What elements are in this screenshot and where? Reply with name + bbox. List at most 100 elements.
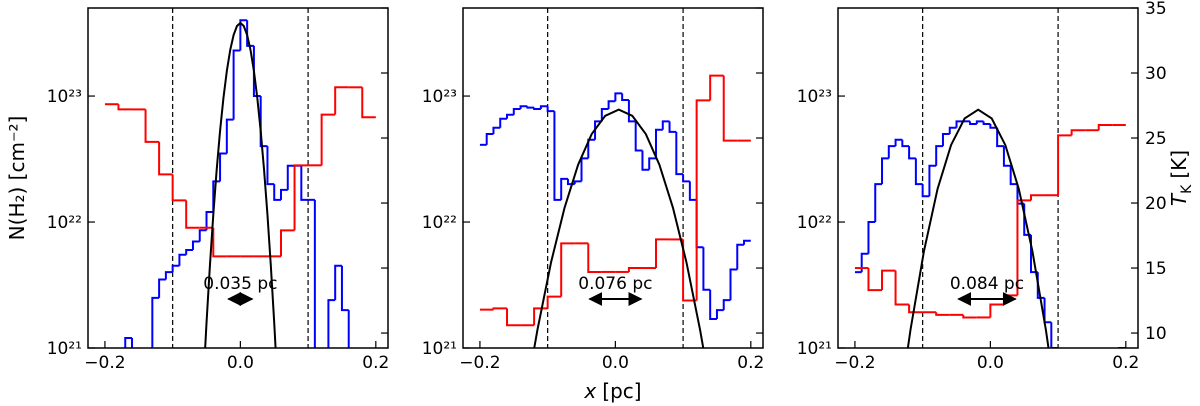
step (252, 45, 261, 98)
y-tick-label: 10²² (422, 213, 457, 233)
step (587, 138, 596, 159)
step (634, 121, 643, 152)
plot-area (479, 8, 751, 348)
step (661, 120, 670, 130)
step (989, 123, 998, 129)
step (695, 99, 711, 301)
step (648, 157, 657, 170)
fit-curve (906, 108, 1050, 348)
step (1072, 386, 1079, 406)
step (1097, 124, 1113, 131)
step (553, 111, 562, 201)
axes-frame (87, 7, 389, 349)
step (894, 270, 910, 306)
step (682, 174, 690, 183)
step (580, 157, 589, 182)
step (682, 239, 697, 302)
step (144, 109, 160, 143)
plot-area (104, 8, 376, 348)
step (881, 269, 896, 291)
step (533, 107, 541, 110)
step (627, 100, 636, 123)
step (874, 183, 883, 223)
step (867, 221, 876, 254)
y2-tick-label: 10 (1145, 324, 1167, 344)
step (901, 139, 910, 148)
step (962, 314, 977, 319)
y-tick-label: 10²³ (797, 87, 832, 107)
step (560, 242, 575, 297)
y2-tick-label: 20 (1145, 194, 1167, 214)
step (280, 188, 288, 200)
step (158, 278, 166, 298)
step (293, 164, 309, 231)
step (158, 141, 173, 176)
step (246, 20, 254, 47)
step (989, 303, 1004, 318)
step (627, 267, 643, 272)
step (492, 307, 508, 310)
x-axis-symbol: x (583, 379, 596, 403)
axes-frame (462, 7, 764, 349)
step (340, 265, 349, 312)
fit-curve (533, 108, 705, 348)
y2-tick-label: 25 (1145, 129, 1167, 149)
step (688, 181, 697, 201)
annotation: 0.035 pc (203, 274, 277, 294)
step (327, 299, 336, 348)
step (702, 247, 711, 291)
x-tick-label: 0.2 (1112, 353, 1139, 373)
step (320, 113, 336, 166)
step (205, 211, 214, 231)
step (675, 131, 684, 176)
y-tick-label: 10²² (47, 213, 82, 233)
y2-axis-label: TK [K] (1167, 150, 1195, 206)
x-tick-label: 0.2 (737, 353, 764, 373)
step (539, 105, 548, 109)
step (860, 252, 869, 273)
axes-frame (837, 7, 1139, 349)
step (587, 243, 602, 273)
y-tick-label: 10²³ (47, 87, 82, 107)
step (641, 150, 650, 171)
x-tick-label: 0.0 (977, 353, 1004, 373)
step (171, 264, 180, 273)
step (191, 240, 200, 250)
step (709, 289, 717, 320)
annotation: 0.076 pc (578, 274, 652, 294)
step (1030, 194, 1045, 201)
step (715, 309, 724, 319)
step (709, 74, 724, 101)
step (492, 126, 501, 134)
step (1058, 348, 1065, 373)
step (894, 138, 903, 147)
step (722, 299, 731, 311)
step (185, 200, 200, 229)
step (280, 229, 295, 257)
step (573, 180, 582, 185)
x-tick-label: −0.2 (84, 353, 125, 373)
step (546, 295, 562, 309)
step (232, 49, 241, 120)
step (334, 264, 342, 301)
plot-area (854, 8, 1126, 406)
y-tick-label: 10²¹ (797, 339, 832, 359)
y-tick-label: 10²¹ (47, 339, 82, 359)
step (881, 157, 889, 185)
step (1016, 199, 1031, 296)
step (729, 268, 738, 301)
step (219, 152, 227, 182)
step (239, 19, 248, 51)
y-tick-label: 10²³ (422, 87, 457, 107)
step (533, 307, 548, 326)
step (164, 271, 173, 280)
step (506, 308, 521, 327)
step (655, 238, 670, 269)
step (117, 104, 133, 111)
step (621, 93, 629, 102)
step (867, 268, 883, 292)
y2-axis-symbol: T (1167, 192, 1191, 206)
step (171, 174, 187, 202)
step (273, 184, 282, 201)
step (928, 164, 937, 197)
